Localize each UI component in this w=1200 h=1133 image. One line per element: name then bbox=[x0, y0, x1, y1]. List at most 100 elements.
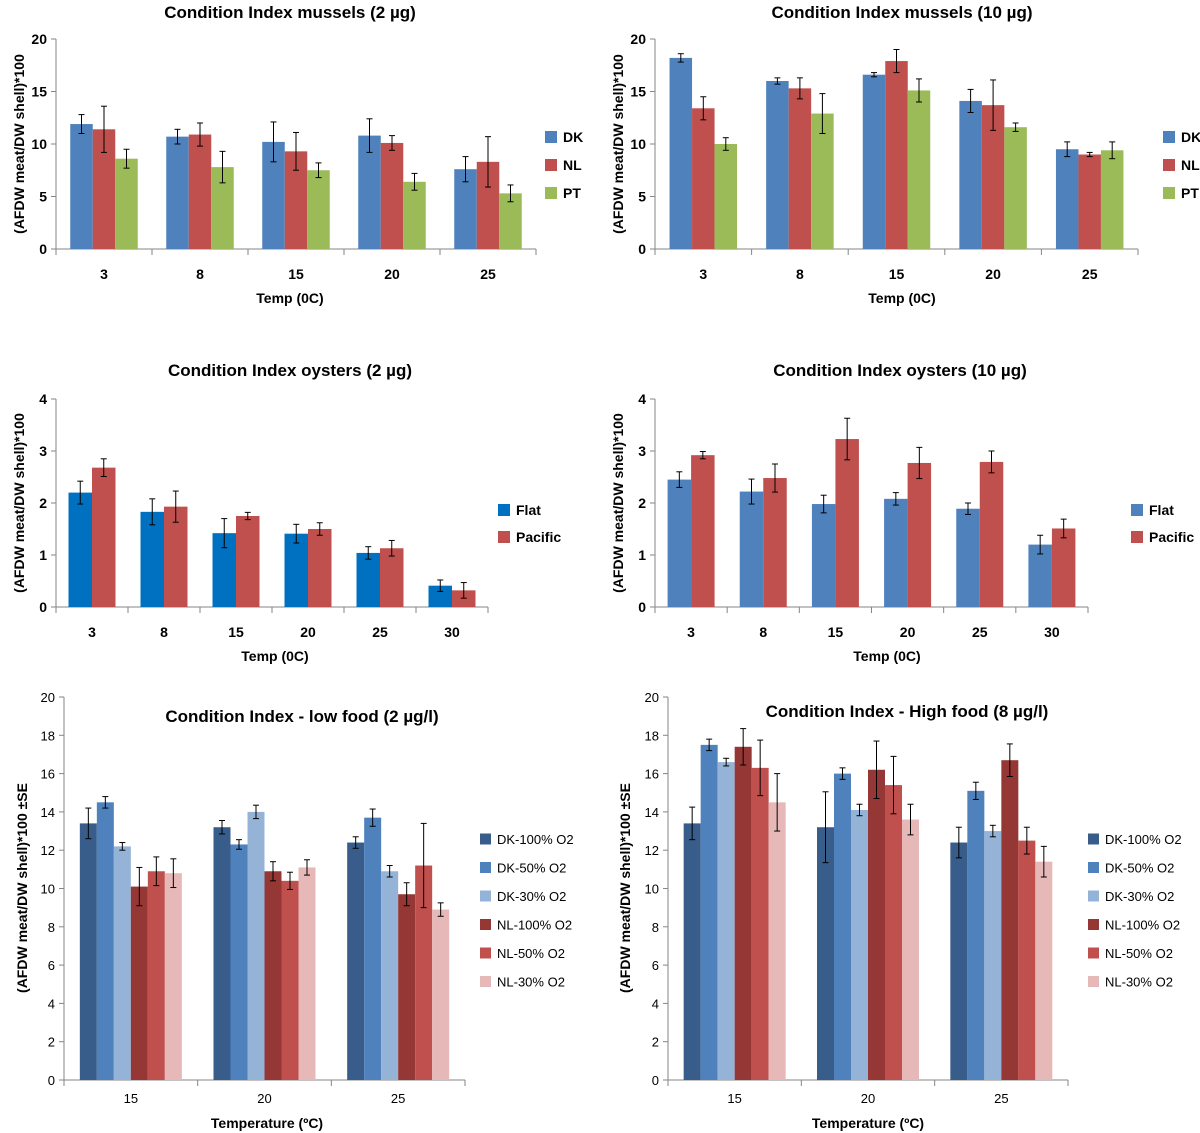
error-bar bbox=[78, 114, 85, 134]
chart-title: Condition Index oysters (10 µg) bbox=[773, 361, 1027, 380]
x-tick-label: 3 bbox=[100, 266, 108, 282]
legend-swatch bbox=[1088, 919, 1099, 930]
legend-label: Flat bbox=[1149, 502, 1174, 518]
bar-NL-100% O2-15 bbox=[734, 746, 752, 1080]
y-tick-label: 0 bbox=[39, 599, 47, 615]
bar-Pacific-15 bbox=[835, 439, 859, 607]
legend-swatch bbox=[480, 947, 491, 959]
legend-swatch bbox=[545, 187, 557, 199]
error-bar bbox=[871, 72, 877, 78]
bar-NL-30% O2-20 bbox=[298, 867, 316, 1080]
legend-label: PT bbox=[1181, 185, 1199, 201]
error-bar bbox=[270, 121, 277, 163]
y-tick-label: 2 bbox=[39, 495, 47, 511]
bar-PT-8 bbox=[211, 167, 234, 249]
bar-NL-30% O2-25 bbox=[1035, 861, 1053, 1080]
y-tick-label: 0 bbox=[652, 1073, 659, 1088]
error-bar bbox=[403, 882, 410, 907]
chart-panel-4: Condition Index oysters (10 µg) (AFDW mea… bbox=[610, 361, 1194, 664]
error-bar bbox=[1109, 141, 1116, 160]
legend-label: NL bbox=[563, 157, 582, 173]
y-tick-label: 16 bbox=[41, 767, 55, 782]
error-bar bbox=[820, 494, 827, 514]
y-axis-label: (AFDW meat/DW shell)*100 ±SE bbox=[617, 783, 633, 993]
error-bar bbox=[972, 781, 979, 800]
error-bar bbox=[1023, 826, 1030, 855]
bar-Pacific-8 bbox=[164, 506, 188, 607]
error-bar bbox=[101, 105, 107, 153]
bar-Flat-20 bbox=[884, 498, 908, 607]
y-axis-label: (AFDW meat/DW shell)*100 bbox=[11, 54, 27, 234]
error-bar bbox=[772, 463, 778, 493]
legend-label: DK-30% O2 bbox=[497, 889, 566, 904]
x-tick-label: 30 bbox=[444, 624, 460, 640]
legend-swatch bbox=[498, 504, 510, 516]
error-bar bbox=[873, 740, 880, 799]
x-tick-label: 8 bbox=[759, 624, 767, 640]
error-bar bbox=[748, 478, 755, 505]
bar-NL-100% O2-25 bbox=[1001, 760, 1019, 1080]
y-tick-label: 3 bbox=[39, 443, 47, 459]
bar-NL-50% O2-25 bbox=[1018, 840, 1036, 1080]
bar-Pacific-30 bbox=[1051, 528, 1076, 607]
bar-NL-50% O2-20 bbox=[281, 880, 299, 1080]
bar-NL-100% O2-20 bbox=[868, 769, 885, 1080]
bar-DK-3 bbox=[70, 124, 93, 249]
legend-swatch bbox=[480, 976, 491, 987]
x-tick-label: 20 bbox=[257, 1091, 271, 1106]
bar-DK-15 bbox=[262, 141, 285, 249]
error-bar bbox=[722, 137, 729, 151]
legend-label: DK-100% O2 bbox=[497, 832, 574, 847]
error-bar bbox=[236, 839, 242, 850]
bar-NL-50% O2-25 bbox=[415, 865, 433, 1080]
error-bar bbox=[304, 859, 310, 876]
bar-NL-100% O2-20 bbox=[264, 871, 282, 1080]
error-bar bbox=[844, 417, 851, 461]
error-bar bbox=[219, 150, 226, 184]
error-bar bbox=[197, 122, 203, 147]
error-bar bbox=[1012, 122, 1019, 132]
error-bar bbox=[153, 856, 160, 887]
error-bar bbox=[988, 450, 995, 474]
bar-NL-8 bbox=[188, 134, 212, 249]
bar-NL-3 bbox=[92, 129, 116, 249]
y-tick-label: 4 bbox=[652, 996, 659, 1011]
x-tick-label: 8 bbox=[796, 266, 804, 282]
chart-title: Condition Index mussels (2 µg) bbox=[164, 3, 416, 22]
bar-DK-50% O2-25 bbox=[967, 790, 985, 1080]
bar-Flat-20 bbox=[284, 533, 308, 607]
x-tick-label: 25 bbox=[994, 1091, 1008, 1106]
error-bar bbox=[485, 136, 491, 188]
error-bar bbox=[365, 546, 372, 560]
bar-NL-30% O2-25 bbox=[432, 909, 450, 1080]
bar-Flat-25 bbox=[956, 508, 980, 607]
legend-label: NL-50% O2 bbox=[1105, 946, 1173, 961]
x-tick-label: 25 bbox=[972, 624, 988, 640]
bar-PT-3 bbox=[115, 158, 138, 249]
error-bar bbox=[293, 131, 299, 171]
bar-NL-20 bbox=[981, 105, 1005, 250]
legend-swatch bbox=[1088, 833, 1099, 845]
y-tick-label: 0 bbox=[638, 599, 646, 615]
x-tick-label: 15 bbox=[288, 266, 304, 282]
bar-Pacific-8 bbox=[763, 478, 787, 607]
y-tick-label: 8 bbox=[48, 920, 55, 935]
legend-label: Pacific bbox=[516, 529, 561, 545]
y-tick-label: 6 bbox=[652, 958, 659, 973]
legend-label: NL-100% O2 bbox=[497, 918, 572, 933]
error-bar bbox=[757, 739, 764, 797]
x-tick-label: 15 bbox=[828, 624, 844, 640]
y-tick-label: 18 bbox=[645, 728, 659, 743]
bar-PT-15 bbox=[307, 170, 330, 249]
bar-Flat-25 bbox=[356, 552, 380, 607]
error-bar bbox=[172, 490, 179, 523]
error-bar bbox=[253, 804, 259, 820]
error-bar bbox=[221, 518, 228, 549]
x-axis-label: Temperature (ºC) bbox=[211, 1115, 323, 1131]
x-tick-label: 8 bbox=[160, 624, 168, 640]
chart-title: Condition Index oysters (2 µg) bbox=[168, 361, 412, 380]
legend-label: Flat bbox=[516, 502, 541, 518]
bar-DK-30% O2-20 bbox=[247, 811, 265, 1080]
error-bar bbox=[388, 539, 395, 557]
